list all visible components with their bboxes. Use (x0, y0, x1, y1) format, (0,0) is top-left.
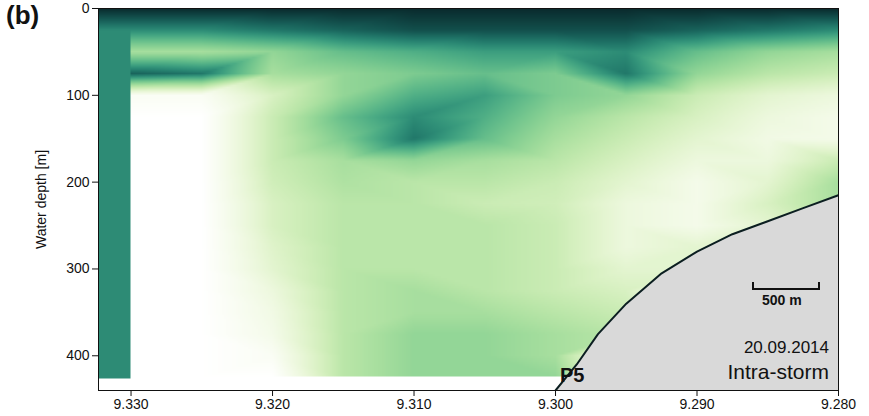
html-text:500 m: 500 m (762, 292, 802, 308)
html-text:(b): (b) (6, 0, 40, 30)
html-text:Intra-storm: Intra-storm (727, 360, 829, 383)
svg-text:400: 400 (66, 347, 90, 363)
html-text:20.09.2014: 20.09.2014 (743, 338, 829, 357)
svg-text:200: 200 (66, 174, 90, 190)
svg-text:9.330: 9.330 (114, 396, 149, 412)
svg-text:100: 100 (66, 87, 90, 103)
svg-text:9.300: 9.300 (538, 396, 573, 412)
svg-text:9.320: 9.320 (255, 396, 290, 412)
svg-text:9.290: 9.290 (679, 396, 714, 412)
svg-text:0: 0 (82, 0, 90, 16)
svg-text:9.280: 9.280 (821, 396, 856, 412)
svg-text:9.310: 9.310 (397, 396, 432, 412)
html-text:P5: P5 (560, 364, 585, 386)
svg-text:300: 300 (66, 260, 90, 276)
svg-text:Water depth [m]: Water depth [m] (33, 150, 49, 249)
